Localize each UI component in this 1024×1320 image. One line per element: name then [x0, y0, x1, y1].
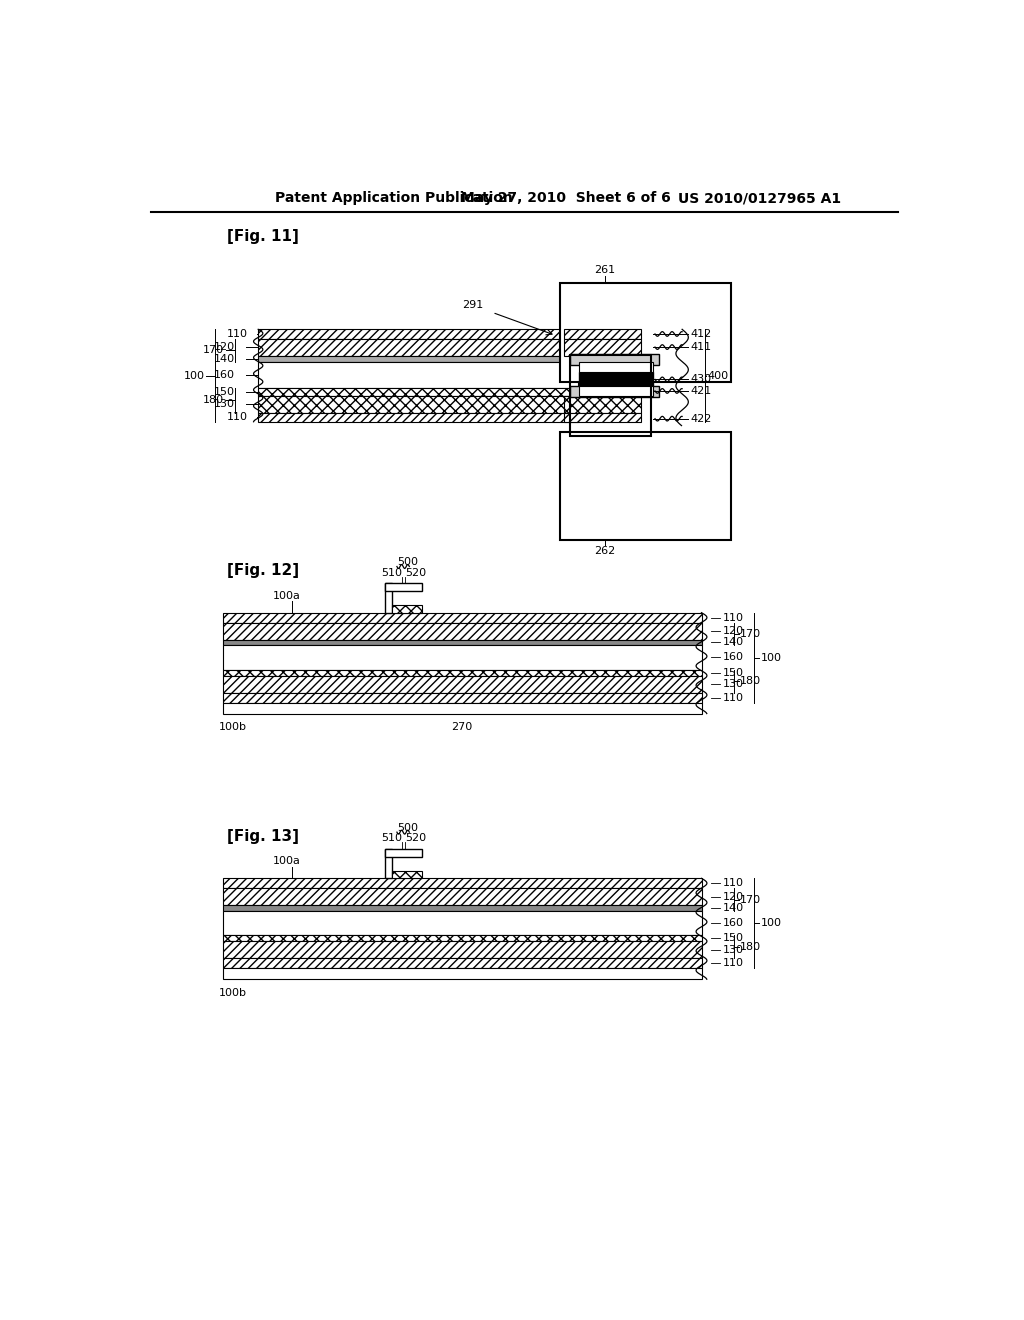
Bar	[579, 372, 652, 387]
Text: 100a: 100a	[273, 591, 301, 601]
Text: [Fig. 12]: [Fig. 12]	[227, 562, 299, 578]
Text: 180: 180	[203, 395, 224, 405]
Bar	[579, 363, 652, 372]
Bar	[222, 676, 701, 693]
Text: 261: 261	[594, 265, 615, 275]
Bar	[560, 284, 731, 381]
Text: 270: 270	[452, 722, 473, 733]
Bar	[258, 355, 578, 362]
Bar	[222, 911, 701, 936]
Bar	[579, 387, 652, 396]
Bar	[392, 605, 422, 612]
Bar	[385, 849, 392, 878]
Bar	[563, 412, 641, 422]
Bar	[258, 330, 578, 339]
Bar	[222, 640, 701, 645]
Text: 150: 150	[214, 387, 234, 397]
Text: 160: 160	[214, 370, 234, 380]
Text: 180: 180	[740, 942, 762, 952]
Bar	[222, 958, 701, 969]
Bar	[258, 339, 578, 355]
Text: 510: 510	[381, 568, 402, 578]
Text: 520: 520	[406, 568, 427, 578]
Text: 100: 100	[761, 919, 781, 928]
Text: 510: 510	[381, 833, 402, 843]
Text: 120: 120	[723, 892, 744, 902]
Text: 110: 110	[226, 329, 248, 339]
Bar	[222, 888, 701, 906]
Bar	[222, 878, 701, 888]
Text: 130: 130	[214, 399, 234, 409]
Bar	[258, 362, 578, 388]
Text: May 27, 2010  Sheet 6 of 6: May 27, 2010 Sheet 6 of 6	[461, 191, 671, 206]
Text: 110: 110	[723, 878, 744, 888]
Text: 150: 150	[723, 933, 744, 944]
Bar	[563, 339, 641, 355]
Text: 100b: 100b	[219, 989, 247, 998]
Bar	[569, 387, 658, 397]
Text: 140: 140	[723, 638, 744, 647]
Text: 520: 520	[406, 833, 427, 843]
Bar	[392, 871, 422, 878]
Text: 110: 110	[723, 693, 744, 702]
Text: 170: 170	[740, 895, 762, 904]
Bar	[385, 849, 422, 857]
Text: 140: 140	[214, 354, 234, 363]
Text: 100a: 100a	[273, 857, 301, 866]
Text: [Fig. 11]: [Fig. 11]	[227, 230, 299, 244]
Bar	[385, 583, 392, 612]
Text: US 2010/0127965 A1: US 2010/0127965 A1	[678, 191, 842, 206]
Text: 400: 400	[708, 371, 729, 380]
Bar	[560, 432, 731, 540]
Bar	[563, 396, 641, 412]
Bar	[222, 612, 701, 623]
Text: 500: 500	[397, 822, 418, 833]
Bar	[569, 355, 651, 436]
Bar	[258, 388, 578, 396]
Text: 262: 262	[594, 546, 615, 556]
Text: [Fig. 13]: [Fig. 13]	[227, 829, 299, 843]
Text: 422: 422	[690, 413, 712, 424]
Bar	[222, 936, 701, 941]
Text: 170: 170	[740, 628, 762, 639]
Bar	[222, 702, 701, 714]
Bar	[222, 941, 701, 958]
Bar	[222, 623, 701, 640]
Text: 120: 120	[723, 626, 744, 636]
Bar	[563, 330, 641, 339]
Bar	[222, 693, 701, 702]
Text: 110: 110	[723, 612, 744, 623]
Text: 120: 120	[214, 342, 234, 352]
Text: 130: 130	[723, 680, 744, 689]
Bar	[258, 396, 578, 412]
Bar	[222, 645, 701, 669]
Bar	[222, 969, 701, 979]
Text: 412: 412	[690, 329, 712, 339]
Text: 291: 291	[462, 300, 483, 310]
Bar	[222, 669, 701, 676]
Text: 430: 430	[690, 375, 712, 384]
Text: Patent Application Publication: Patent Application Publication	[275, 191, 513, 206]
Bar	[569, 354, 658, 364]
Text: 160: 160	[723, 652, 744, 663]
Text: 180: 180	[740, 676, 762, 686]
Text: 140: 140	[723, 903, 744, 913]
Bar	[385, 583, 422, 591]
Bar	[222, 906, 701, 911]
Text: 421: 421	[690, 385, 712, 396]
Text: 411: 411	[690, 342, 712, 352]
Text: 160: 160	[723, 917, 744, 928]
Bar	[258, 412, 578, 422]
Text: 170: 170	[203, 345, 224, 355]
Text: 500: 500	[397, 557, 418, 566]
Text: 130: 130	[723, 945, 744, 954]
Text: 100b: 100b	[219, 722, 247, 733]
Text: 100: 100	[761, 653, 781, 663]
Text: 110: 110	[723, 958, 744, 969]
Text: 100: 100	[183, 371, 205, 380]
Text: 110: 110	[226, 412, 248, 422]
Text: 150: 150	[723, 668, 744, 677]
